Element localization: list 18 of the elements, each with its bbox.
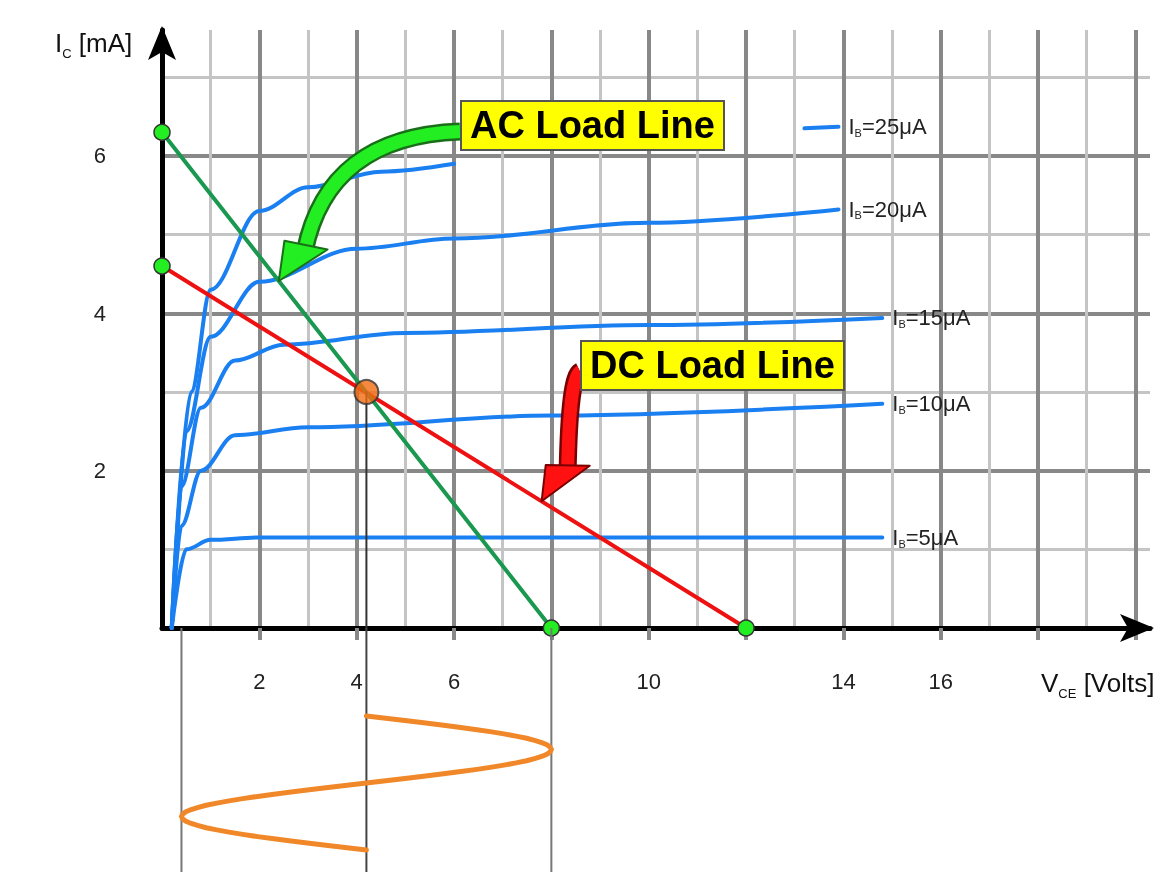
x-tick-label: 16 (928, 668, 953, 694)
annotation: DC Load Line (580, 340, 845, 391)
series-label: IB=10μA (892, 391, 971, 417)
y-tick-label: 6 (93, 143, 106, 169)
x-tick-label: 10 (636, 668, 661, 694)
series-label: IB=25μA (848, 114, 927, 140)
x-axis-title: V$_{CE}$ [Volts] (1041, 668, 1155, 702)
x-tick-label: 2 (253, 668, 266, 694)
series-label: IB=5μA (892, 525, 959, 551)
x-tick-label: 4 (350, 668, 363, 694)
y-tick-label: 4 (93, 300, 106, 326)
annotation: AC Load Line (460, 100, 725, 151)
y-axis-title: I$_{C}$ [mA] (55, 28, 133, 62)
y-tick-label: 2 (93, 458, 106, 484)
series-label: IB=20μA (848, 196, 927, 222)
series-label: IB=15μA (892, 305, 971, 331)
x-tick-label: 6 (447, 668, 461, 694)
x-tick-label: 14 (831, 668, 856, 694)
